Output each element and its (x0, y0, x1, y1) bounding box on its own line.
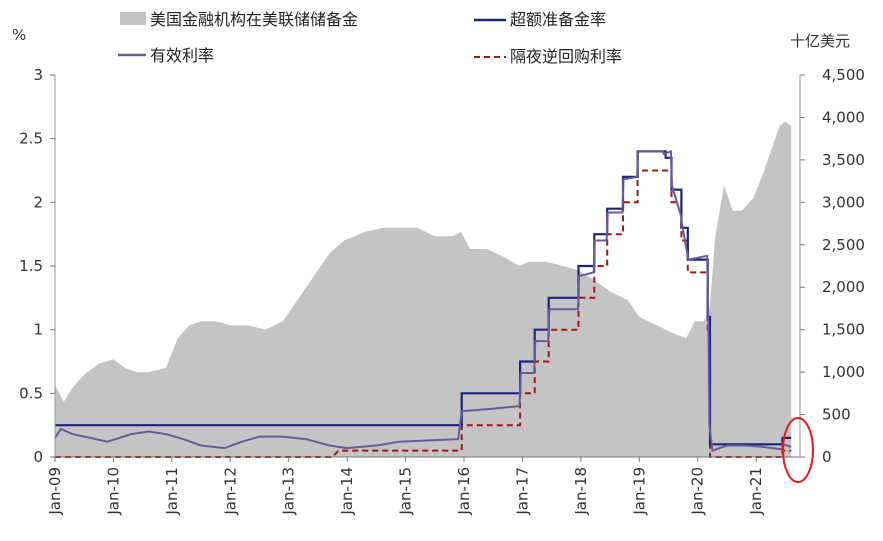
axes: 0 0.5 1 1.5 2 2.5 3 0 500 1,000 1,500 2,000 2,500 3,0… (19, 66, 865, 516)
x-axis-tick-label: Jan-09 (46, 467, 64, 516)
x-axis-tick-label: Jan-17 (513, 467, 531, 516)
legend-swatch-reserves (120, 12, 146, 25)
left-axis-tick-label: 0 (33, 448, 43, 466)
legend-label-ioer: 超额准备金率 (510, 10, 606, 29)
right-axis-tick-label: 2,000 (822, 278, 865, 296)
right-axis-tick-label: 2,500 (822, 236, 865, 254)
effr-line (54, 149, 792, 452)
right-axis-tick-label: 4,000 (822, 108, 865, 126)
x-axis-tick-label: Jan-18 (572, 467, 590, 516)
reserves-area-layer (55, 121, 792, 457)
x-axis-tick-label: Jan-21 (747, 467, 765, 516)
x-axis-tick-label: Jan-16 (455, 467, 473, 516)
left-axis-tick-label: 1.5 (19, 257, 43, 275)
highlight-annotation-circle (782, 417, 814, 483)
right-axis-tick-label: 500 (822, 406, 851, 424)
left-axis-tick-label: 2 (33, 193, 43, 211)
left-axis-tick-label: 3 (33, 66, 43, 84)
legend-label-onrrp: 隔夜逆回购利率 (510, 47, 622, 66)
left-axis-unit: % (12, 26, 26, 44)
legend-label-effr: 有效利率 (150, 46, 214, 65)
x-axis-tick-label: Jan-13 (280, 467, 298, 516)
right-axis-tick-label: 4,500 (822, 66, 865, 84)
legend-label-reserves: 美国金融机构在美联储储备金 (150, 10, 358, 29)
right-axis-unit: 十亿美元 (790, 32, 850, 50)
x-axis-tick-label: Jan-15 (397, 467, 415, 516)
right-axis-tick-label: 1,000 (822, 363, 865, 381)
x-axis-tick-label: Jan-10 (104, 467, 122, 516)
right-axis-tick-label: 3,500 (822, 151, 865, 169)
right-axis-tick-label: 3,000 (822, 193, 865, 211)
x-axis-tick-label: Jan-14 (338, 467, 356, 516)
left-axis-tick-label: 0.5 (19, 384, 43, 402)
right-axis-tick-label: 1,500 (822, 321, 865, 339)
reserves-area (55, 121, 792, 457)
legend: 美国金融机构在美联储储备金 有效利率 超额准备金率 隔夜逆回购利率 (118, 10, 622, 66)
left-axis-tick-label: 2.5 (19, 130, 43, 148)
left-axis-tick-label: 1 (33, 321, 43, 339)
right-axis-tick-label: 0 (822, 448, 832, 466)
x-axis-tick-label: Jan-12 (221, 467, 239, 516)
x-axis-tick-label: Jan-19 (630, 467, 648, 516)
rate-lines-layer (54, 149, 792, 458)
x-axis-tick-label: Jan-11 (163, 467, 181, 516)
x-axis-tick-label: Jan-20 (689, 467, 707, 516)
